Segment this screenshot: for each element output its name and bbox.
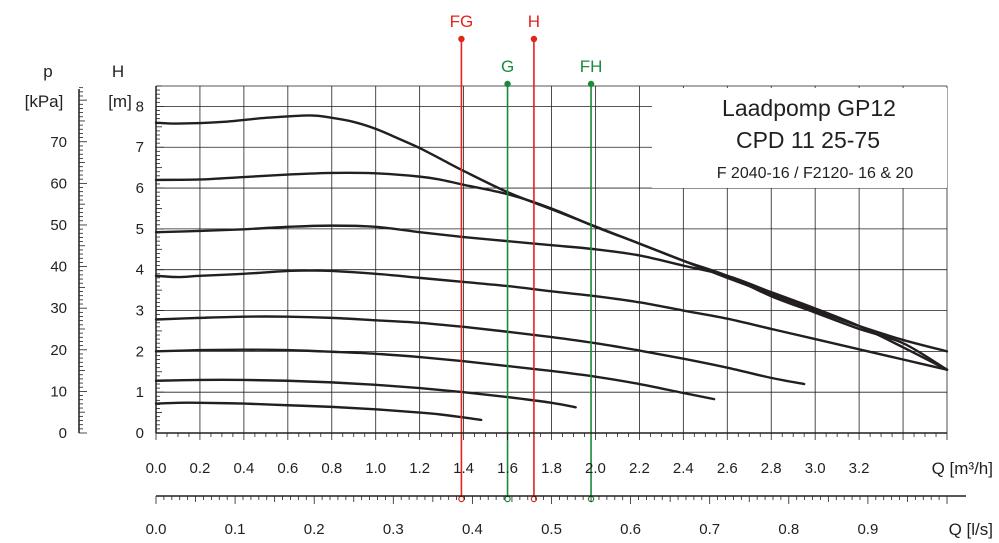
y-axis-main-tick-label: 4: [136, 262, 144, 279]
title-background: [652, 88, 947, 188]
chart-axes: 0 1 2 3 4 5 6 7 8 0.0 0.2 0.4 0.6 0.8 1.0 1.2 1.4 1.6 1.8 2…: [50, 85, 966, 538]
x-axis-main-tick-label: 0.6: [277, 460, 298, 477]
x-axis-secondary-tick-label: 0.0: [146, 521, 167, 538]
y-axis-secondary-symbol: p: [43, 62, 52, 81]
y-axis-main-tick-label: 3: [136, 303, 144, 320]
marker-label-fh: FH: [580, 57, 603, 76]
x-axis-main-title: Q [m³/h]: [932, 459, 993, 478]
y-axis-main-tick-label: 1: [136, 384, 144, 401]
marker-dot-fg: [458, 35, 465, 43]
y-axis-secondary-tick-label: 30: [50, 300, 67, 317]
y-axis-secondary-unit: [kPa]: [25, 92, 64, 111]
x-axis-secondary-tick-label: 0.9: [857, 521, 878, 538]
y-axis-main-tick-label: 6: [136, 180, 144, 197]
marker-dot-fh: [587, 80, 595, 88]
x-axis-main-tick-label: 3.0: [805, 460, 826, 477]
pump-curve-speed-3: [154, 348, 716, 401]
marker-foot-fg: [458, 495, 465, 503]
x-axis-secondary-tick-label: 0.5: [541, 521, 562, 538]
x-axis-main-tick-label: 2.4: [673, 460, 694, 477]
pump-curve-speed-6: [154, 224, 949, 371]
chart-title-line-1: Laadpomp GP12: [722, 95, 896, 121]
x-axis-main-tick-label: 3.2: [849, 460, 870, 477]
y-axis-secondary-tick-label: 40: [50, 259, 67, 276]
x-axis-main-tick-label: 1.4: [453, 460, 474, 477]
x-axis-main-tick-label: 1.0: [365, 460, 386, 477]
pump-curve-speed-2: [154, 378, 577, 409]
x-axis-secondary-tick-label: 0.6: [620, 521, 641, 538]
x-axis-main-tick-label: 1.6: [497, 460, 518, 477]
marker-label-h: H: [528, 12, 540, 31]
x-axis-main-tick-label: 2.6: [717, 460, 738, 477]
y-axis-main-tick-label: 8: [136, 98, 144, 115]
x-axis-main-tick-label: 0.4: [233, 460, 254, 477]
y-axis-secondary-tick-label: 70: [50, 134, 67, 151]
x-axis-secondary-tick-label: 0.8: [778, 521, 799, 538]
pump-curve-speed-4: [154, 315, 806, 386]
chart-title-line-3: F 2040-16 / F2120- 16 & 20: [717, 165, 914, 182]
y-axis-secondary-tick-label: 50: [50, 217, 67, 234]
x-axis-main-tick-label: 2.2: [629, 460, 650, 477]
x-axis-main-tick-label: 0.8: [321, 460, 342, 477]
y-axis-main-symbol: H: [112, 62, 124, 81]
x-axis-main-tick-label: 2.0: [585, 460, 606, 477]
x-axis-secondary-tick-label: 0.4: [462, 521, 483, 538]
operating-point-markers: FG H G FH: [450, 12, 603, 503]
x-axis-main-tick-label: 1.2: [409, 460, 430, 477]
marker-dot-h: [530, 35, 538, 43]
y-axis-main-tick-label: 2: [136, 343, 144, 360]
x-axis-main-tick-label: 1.8: [541, 460, 562, 477]
x-axis-main-tick-label: 0.0: [146, 460, 167, 477]
marker-dot-g: [504, 80, 511, 88]
chart-title-line-2: CPD 11 25-75: [736, 127, 880, 153]
x-axis-secondary-title: Q [l/s]: [949, 520, 993, 539]
x-axis-secondary-tick-label: 0.7: [699, 521, 720, 538]
marker-foot-g: [504, 495, 511, 503]
pump-curve-speed-7: [154, 171, 949, 371]
y-axis-main-tick-label: 5: [136, 221, 144, 238]
x-axis-main-tick-label: 2.8: [761, 460, 782, 477]
marker-label-g: G: [501, 57, 514, 76]
marker-label-fg: FG: [450, 12, 474, 31]
x-axis-secondary-tick-label: 0.3: [383, 521, 404, 538]
pump-curve-speed-8: [154, 114, 949, 353]
y-axis-secondary-tick-label: 60: [50, 175, 67, 192]
y-axis-main-unit: [m]: [108, 92, 132, 111]
x-axis-main-tick-label: 0.2: [190, 460, 211, 477]
y-axis-main-tick-label: 7: [136, 139, 144, 156]
y-axis-secondary-tick-label: 0: [59, 425, 67, 442]
y-axis-main-tick-label: 0: [136, 425, 144, 442]
x-axis-secondary-tick-label: 0.2: [304, 521, 325, 538]
y-axis-secondary-tick-label: 20: [50, 342, 67, 359]
x-axis-secondary-tick-label: 0.1: [225, 521, 246, 538]
y-axis-secondary-tick-label: 10: [50, 383, 67, 400]
pump-curve-speed-1: [154, 401, 483, 422]
